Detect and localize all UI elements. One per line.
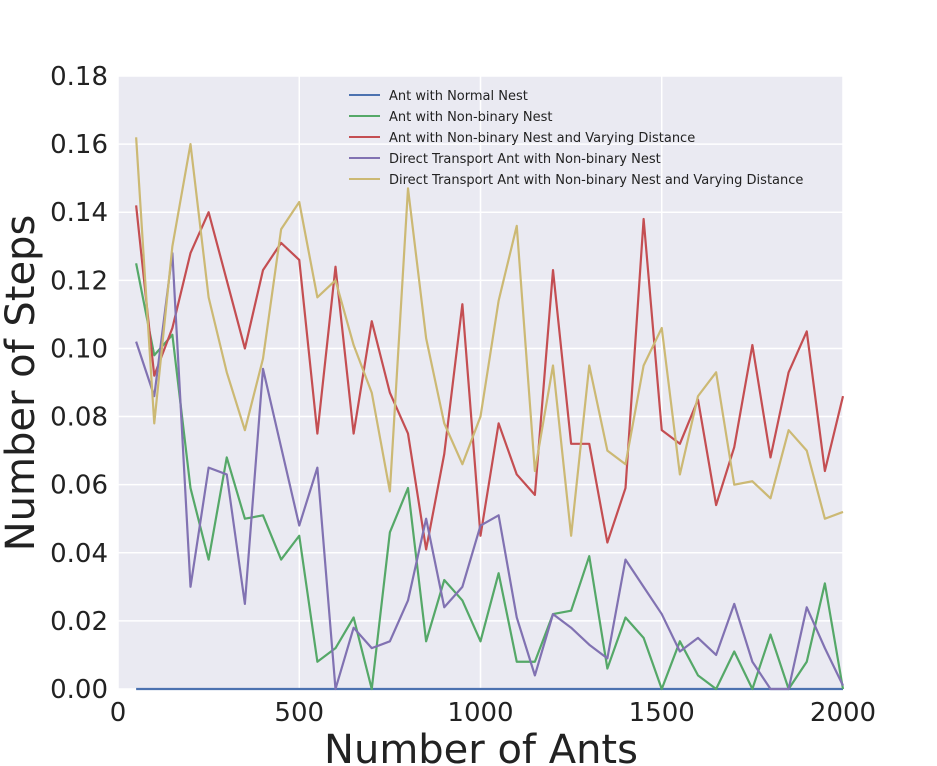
y-tick-label: 0.14 xyxy=(50,198,108,228)
y-tick-label: 0.18 xyxy=(50,62,108,92)
y-tick-label: 0.08 xyxy=(50,403,108,433)
legend-label-3: Ant with Non-binary Nest and Varying Dis… xyxy=(389,131,695,146)
series-line-3 xyxy=(135,205,845,551)
x-tick-label: 500 xyxy=(274,698,324,728)
series-line-4 xyxy=(135,251,844,691)
legend-label-2: Ant with Non-binary Nest xyxy=(389,110,553,125)
series-line-5 xyxy=(135,137,844,537)
legend: Ant with Normal Nest Ant with Non-binary … xyxy=(349,89,803,188)
y-tick-labels: 0.00 0.02 0.04 0.06 0.08 0.10 0.12 0.14 0.16 0.18 xyxy=(50,62,108,705)
y-tick-label: 0.02 xyxy=(50,607,108,637)
x-axis-label: Number of Ants xyxy=(324,727,638,766)
series-line-2 xyxy=(135,263,845,691)
x-tick-label: 1000 xyxy=(447,698,513,728)
legend-label-5: Direct Transport Ant with Non-binary Nes… xyxy=(389,173,803,188)
x-tick-label: 2000 xyxy=(810,698,876,728)
y-tick-label: 0.10 xyxy=(50,334,108,364)
x-tick-labels: 0 500 1000 1500 2000 xyxy=(110,698,876,728)
series-group xyxy=(135,137,845,691)
legend-label-4: Direct Transport Ant with Non-binary Nes… xyxy=(389,152,661,167)
y-tick-label: 0.00 xyxy=(50,675,108,705)
x-tick-label: 0 xyxy=(110,698,127,728)
legend-label-1: Ant with Normal Nest xyxy=(389,89,528,104)
y-tick-label: 0.04 xyxy=(50,539,108,569)
y-tick-label: 0.16 xyxy=(50,130,108,160)
x-tick-label: 1500 xyxy=(629,698,695,728)
y-axis-label: Number of Steps xyxy=(0,215,44,552)
y-tick-label: 0.12 xyxy=(50,266,108,296)
y-tick-label: 0.06 xyxy=(50,471,108,501)
